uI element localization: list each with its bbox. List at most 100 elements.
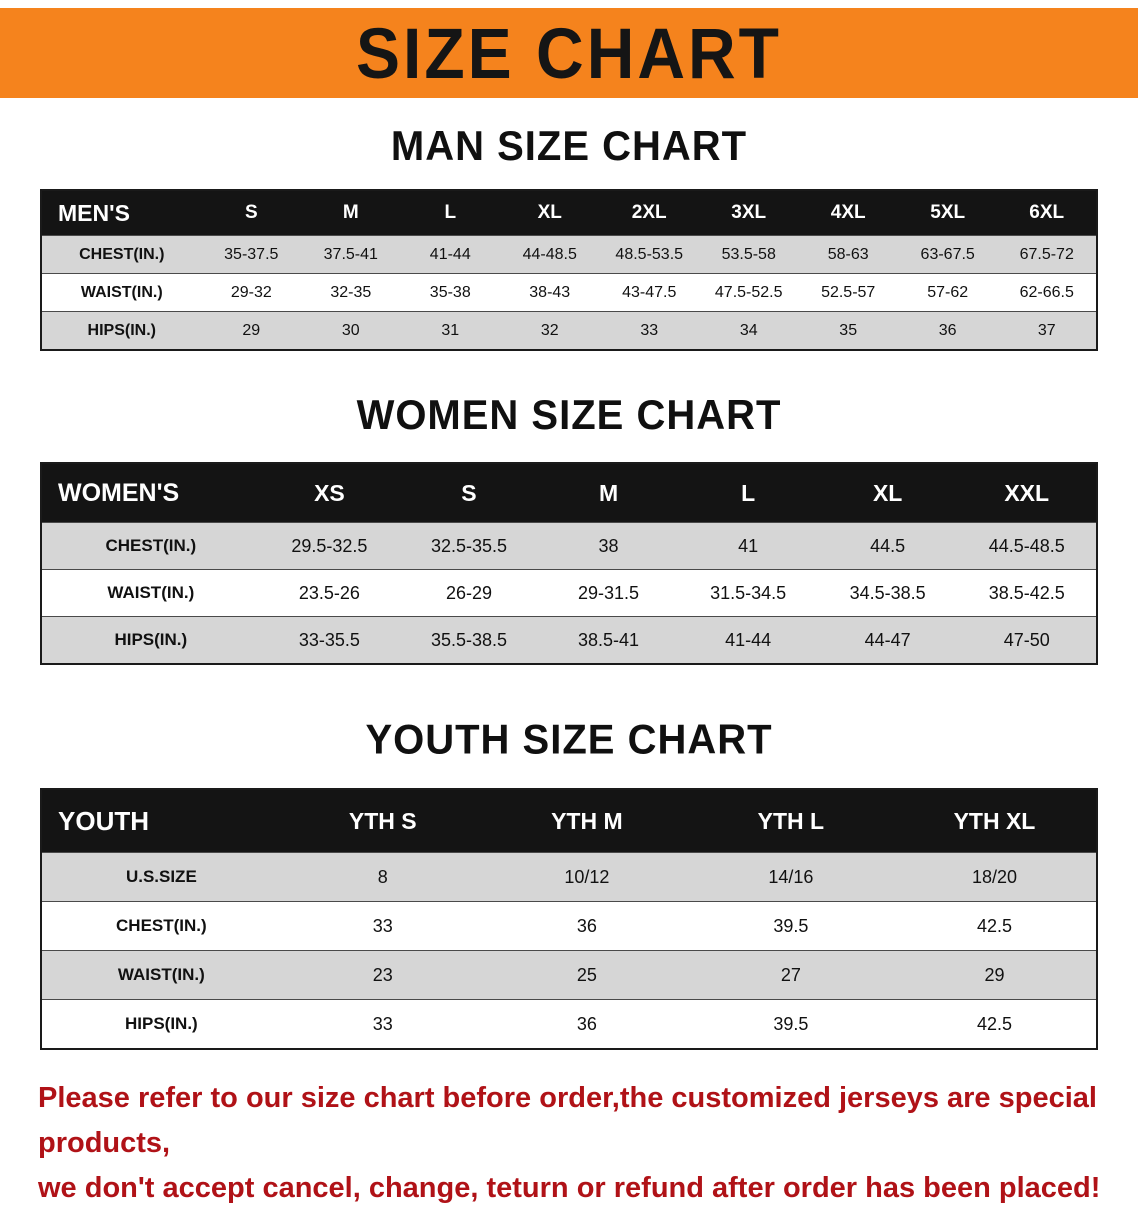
size-header-cell: 2XL [599,190,699,236]
size-header-cell: L [678,463,818,523]
size-value-cell: 62-66.5 [1019,283,1074,301]
row-label: HIPS(IN.) [114,630,188,649]
size-value-cell: 29-31.5 [578,582,640,603]
women-section-heading: WOMEN SIZE CHART [356,392,782,439]
size-value-cell: 48.5-53.5 [615,245,684,263]
size-value-cell: 53.5-58 [721,245,776,263]
size-header-cell: 3XL [698,190,799,236]
size-value-cell: 44-47 [864,629,911,650]
size-value-cell: 14/16 [768,866,814,887]
men-section-heading: MAN SIZE CHART [390,123,748,170]
table-row: CHEST(IN.) 35-37.5 37.5-41 41-44 44-48.5 48.5… [41,235,1097,274]
size-value-cell: 29.5-32.5 [291,535,368,556]
size-value-cell: 33-35.5 [298,629,360,650]
row-label: HIPS(IN.) [87,321,156,339]
size-value-cell: 36 [576,1013,597,1034]
size-value-cell: 23 [372,964,393,985]
table-row: HIPS(IN.) 33-35.5 35.5-38.5 38.5-41 41-44 44-… [41,616,1097,664]
women-header-row: WOMEN'S XS S M L XL XXL [41,463,1097,523]
size-value-cell: 41 [738,535,759,556]
size-value-cell: 29-32 [230,283,272,301]
row-label: CHEST(IN.) [116,916,207,935]
size-value-cell: 39.5 [773,1013,809,1034]
table-row: HIPS(IN.) 29 30 31 32 33 34 35 36 37 [41,311,1097,350]
table-row: CHEST(IN.) 29.5-32.5 32.5-35.5 38 41 44.5 44.5… [41,522,1097,570]
size-value-cell: 35.5-38.5 [430,629,507,650]
youth-size-table: YOUTH YTH S YTH M YTH L YTH XL U.S.SIZE 8 10/12… [40,788,1098,1050]
size-value-cell: 35-37.5 [224,245,279,263]
row-label: WAIST(IN.) [117,965,205,984]
table-row: CHEST(IN.) 33 36 39.5 42.5 [41,901,1097,951]
row-label: WAIST(IN.) [80,283,163,301]
size-value-cell: 44.5 [870,535,906,556]
size-header-cell: M [538,463,679,523]
size-value-cell: 32.5-35.5 [430,535,507,556]
size-value-cell: 37.5-41 [323,245,378,263]
size-value-cell: 38.5-42.5 [988,582,1065,603]
size-value-cell: 10/12 [564,866,610,887]
size-header-cell: S [201,190,302,236]
men-size-table: MEN'S S M L XL 2XL 3XL 4XL 5XL 6XL CHEST(IN.) 35-37… [40,189,1098,351]
size-value-cell: 67.5-72 [1019,245,1074,263]
size-value-cell: 36 [576,915,597,936]
size-value-cell: 27 [780,964,801,985]
size-value-cell: 26-29 [445,582,492,603]
table-row: U.S.SIZE 8 10/12 14/16 18/20 [41,852,1097,902]
size-value-cell: 36 [938,321,957,339]
men-size-section: MAN SIZE CHART MEN'S S M L XL 2XL 3XL 4XL 5XL 6XL… [0,98,1138,351]
size-value-cell: 38 [598,535,619,556]
size-value-cell: 41-44 [429,245,471,263]
row-label: CHEST(IN.) [79,245,165,263]
size-value-cell: 31 [441,321,460,339]
footer-notice-line2: we don't accept cancel, change, teturn o… [38,1171,1101,1204]
size-value-cell: 33 [640,321,659,339]
size-header-cell: XL [817,463,958,523]
size-header-cell: YTH L [688,789,893,853]
size-header-cell: 6XL [997,190,1097,236]
row-label: CHEST(IN.) [105,536,197,555]
page-title: SIZE CHART [356,13,782,93]
youth-table-title-cell: YOUTH [41,789,281,853]
row-label: HIPS(IN.) [125,1014,198,1033]
size-value-cell: 29 [984,964,1005,985]
size-value-cell: 38.5-41 [578,629,640,650]
women-table-title-cell: WOMEN'S [41,463,260,523]
size-value-cell: 38-43 [529,283,571,301]
table-row: WAIST(IN.) 29-32 32-35 35-38 38-43 43-47.5 47.… [41,273,1097,312]
footer-notice-line1: Please refer to our size chart before or… [38,1082,1097,1159]
size-value-cell: 32-35 [330,283,372,301]
size-value-cell: 47.5-52.5 [714,283,783,301]
women-size-section: WOMEN SIZE CHART WOMEN'S XS S M L XL XXL CHEST(… [0,351,1138,665]
footer-notice: Please refer to our size chart before or… [0,1050,1138,1231]
youth-size-section: YOUTH SIZE CHART YOUTH YTH S YTH M YTH L YTH… [0,665,1138,1050]
size-value-cell: 31.5-34.5 [710,582,787,603]
size-header-cell: L [400,190,500,236]
size-header-cell: 4XL [798,190,898,236]
size-value-cell: 30 [341,321,360,339]
content: MAN SIZE CHART MEN'S S M L XL 2XL 3XL 4XL 5XL 6XL… [0,98,1138,1050]
size-value-cell: 41-44 [725,629,772,650]
row-label: WAIST(IN.) [107,583,195,602]
size-value-cell: 34 [739,321,758,339]
size-value-cell: 8 [377,866,388,887]
size-value-cell: 39.5 [773,915,809,936]
size-value-cell: 25 [576,964,597,985]
size-value-cell: 35-38 [429,283,471,301]
banner: SIZE CHART [0,8,1138,98]
size-value-cell: 29 [242,321,261,339]
table-row: HIPS(IN.) 33 36 39.5 42.5 [41,999,1097,1049]
size-value-cell: 58-63 [827,245,869,263]
size-value-cell: 63-67.5 [920,245,975,263]
size-value-cell: 42.5 [976,915,1012,936]
men-table-title-cell: MEN'S [41,190,202,236]
youth-header-row: YOUTH YTH S YTH M YTH L YTH XL [41,789,1097,853]
size-header-cell: 5XL [897,190,998,236]
size-value-cell: 57-62 [927,283,969,301]
size-value-cell: 44-48.5 [522,245,577,263]
size-header-cell: XXL [957,463,1097,523]
size-value-cell: 32 [540,321,559,339]
size-value-cell: 52.5-57 [821,283,876,301]
size-value-cell: 42.5 [976,1013,1012,1034]
table-row: WAIST(IN.) 23 25 27 29 [41,950,1097,1000]
